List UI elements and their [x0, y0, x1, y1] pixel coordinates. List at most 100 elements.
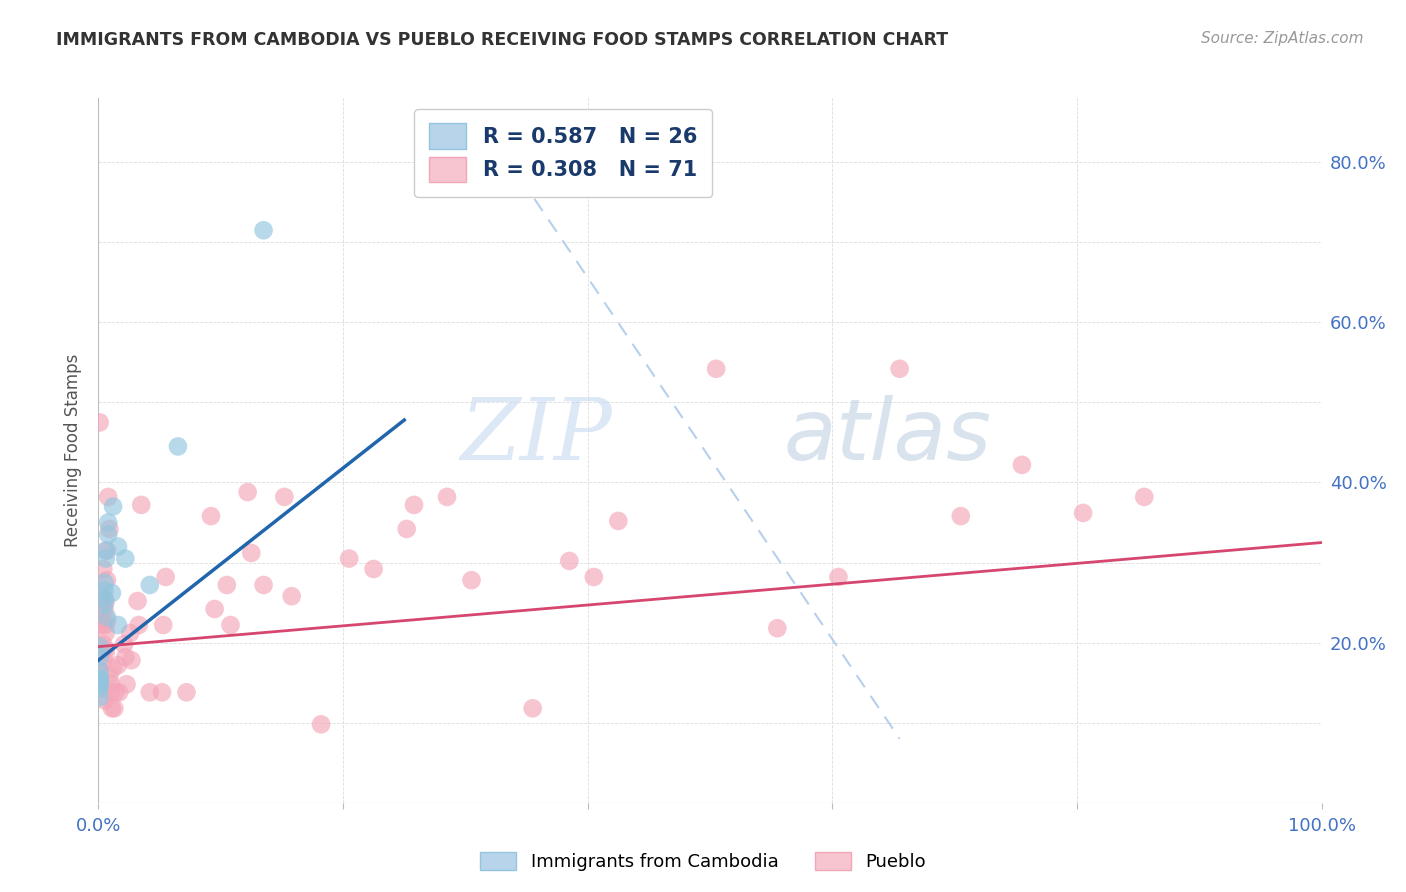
- Point: [89, 416, 111, 430]
- Point: [337, 551, 360, 566]
- Point: [1011, 458, 1033, 472]
- Point: [108, 685, 131, 699]
- Point: [98, 522, 121, 536]
- Point: [94, 594, 117, 608]
- Point: [150, 685, 173, 699]
- Point: [101, 586, 124, 600]
- Point: [120, 653, 142, 667]
- Point: [363, 562, 385, 576]
- Point: [436, 490, 458, 504]
- Point: [91, 618, 114, 632]
- Point: [273, 490, 295, 504]
- Point: [252, 578, 274, 592]
- Point: [93, 583, 115, 598]
- Point: [889, 361, 911, 376]
- Point: [252, 223, 274, 237]
- Point: [93, 591, 115, 606]
- Point: [1133, 490, 1156, 504]
- Point: [280, 589, 302, 603]
- Point: [107, 658, 129, 673]
- Point: [101, 661, 124, 675]
- Point: [115, 677, 138, 691]
- Point: [93, 693, 115, 707]
- Point: [309, 717, 332, 731]
- Point: [139, 578, 162, 592]
- Point: [101, 500, 124, 514]
- Point: [97, 490, 120, 504]
- Point: [89, 664, 111, 678]
- Point: [128, 618, 150, 632]
- Point: [89, 690, 111, 705]
- Point: [1071, 506, 1094, 520]
- Point: [91, 637, 114, 651]
- Point: [120, 626, 142, 640]
- Point: [219, 618, 242, 632]
- Point: [155, 570, 177, 584]
- Legend: R = 0.587   N = 26, R = 0.308   N = 71: R = 0.587 N = 26, R = 0.308 N = 71: [415, 109, 711, 197]
- Point: [100, 685, 122, 699]
- Point: [127, 594, 149, 608]
- Point: [129, 498, 152, 512]
- Y-axis label: Receiving Food Stamps: Receiving Food Stamps: [65, 354, 83, 547]
- Point: [91, 653, 114, 667]
- Point: [96, 613, 118, 627]
- Point: [176, 685, 198, 699]
- Point: [704, 361, 727, 376]
- Point: [89, 650, 111, 665]
- Point: [91, 562, 114, 576]
- Point: [94, 543, 117, 558]
- Point: [89, 675, 111, 690]
- Point: [402, 498, 425, 512]
- Point: [107, 540, 129, 554]
- Point: [96, 543, 118, 558]
- Point: [522, 701, 544, 715]
- Point: [949, 509, 972, 524]
- Point: [94, 551, 117, 566]
- Legend: Immigrants from Cambodia, Pueblo: Immigrants from Cambodia, Pueblo: [472, 845, 934, 879]
- Text: Source: ZipAtlas.com: Source: ZipAtlas.com: [1201, 31, 1364, 46]
- Point: [91, 602, 114, 616]
- Point: [89, 664, 111, 678]
- Point: [96, 573, 118, 587]
- Point: [94, 645, 117, 659]
- Point: [607, 514, 630, 528]
- Text: IMMIGRANTS FROM CAMBODIA VS PUEBLO RECEIVING FOOD STAMPS CORRELATION CHART: IMMIGRANTS FROM CAMBODIA VS PUEBLO RECEI…: [56, 31, 949, 49]
- Point: [827, 570, 849, 584]
- Point: [104, 685, 127, 699]
- Point: [204, 602, 226, 616]
- Point: [112, 637, 135, 651]
- Point: [91, 589, 114, 603]
- Point: [101, 701, 124, 715]
- Point: [94, 626, 117, 640]
- Point: [93, 597, 115, 611]
- Point: [103, 701, 125, 715]
- Point: [89, 672, 111, 686]
- Point: [114, 650, 136, 665]
- Point: [97, 516, 120, 530]
- Point: [89, 672, 111, 686]
- Point: [139, 685, 162, 699]
- Point: [582, 570, 605, 584]
- Point: [96, 610, 118, 624]
- Point: [200, 509, 222, 524]
- Point: [89, 640, 111, 654]
- Point: [100, 677, 122, 691]
- Point: [89, 677, 111, 691]
- Point: [395, 522, 418, 536]
- Point: [93, 575, 115, 590]
- Point: [558, 554, 581, 568]
- Point: [97, 527, 120, 541]
- Text: atlas: atlas: [783, 395, 991, 478]
- Point: [236, 485, 259, 500]
- Point: [94, 618, 117, 632]
- Point: [93, 642, 115, 657]
- Text: ZIP: ZIP: [460, 395, 612, 478]
- Point: [93, 602, 115, 616]
- Point: [98, 669, 121, 683]
- Point: [89, 681, 111, 696]
- Point: [167, 440, 190, 454]
- Point: [240, 546, 263, 560]
- Point: [152, 618, 174, 632]
- Point: [766, 621, 789, 635]
- Point: [460, 573, 482, 587]
